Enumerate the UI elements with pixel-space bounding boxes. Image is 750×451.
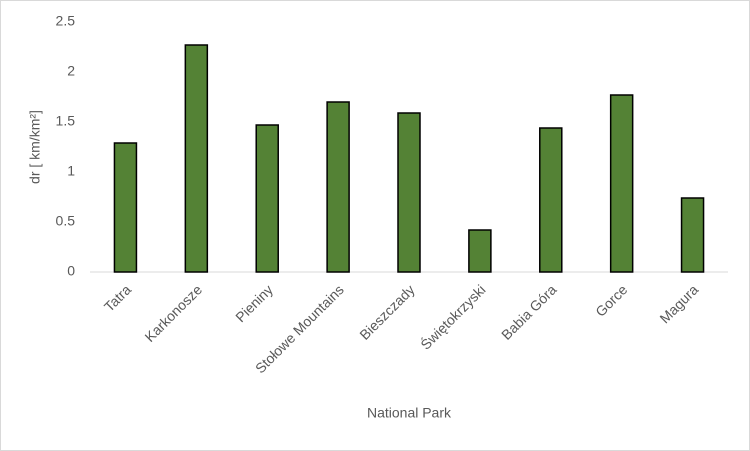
bar (397, 112, 421, 273)
bar (609, 94, 634, 273)
bar (468, 229, 492, 273)
y-tick-label: 0.5 (56, 213, 76, 229)
bar (326, 101, 350, 273)
bar (255, 124, 279, 273)
y-tick-label: 1.5 (56, 113, 76, 129)
bar (113, 142, 138, 273)
y-tick-label: 1 (67, 163, 75, 179)
bar (539, 127, 563, 273)
bar (184, 44, 209, 273)
y-axis-label: dr [ km/km²] (27, 110, 43, 184)
x-axis-label: National Park (367, 405, 452, 421)
y-tick-label: 2.5 (56, 13, 76, 29)
y-tick-label: 0 (67, 263, 75, 279)
bar (680, 197, 705, 273)
y-tick-label: 2 (67, 63, 75, 79)
